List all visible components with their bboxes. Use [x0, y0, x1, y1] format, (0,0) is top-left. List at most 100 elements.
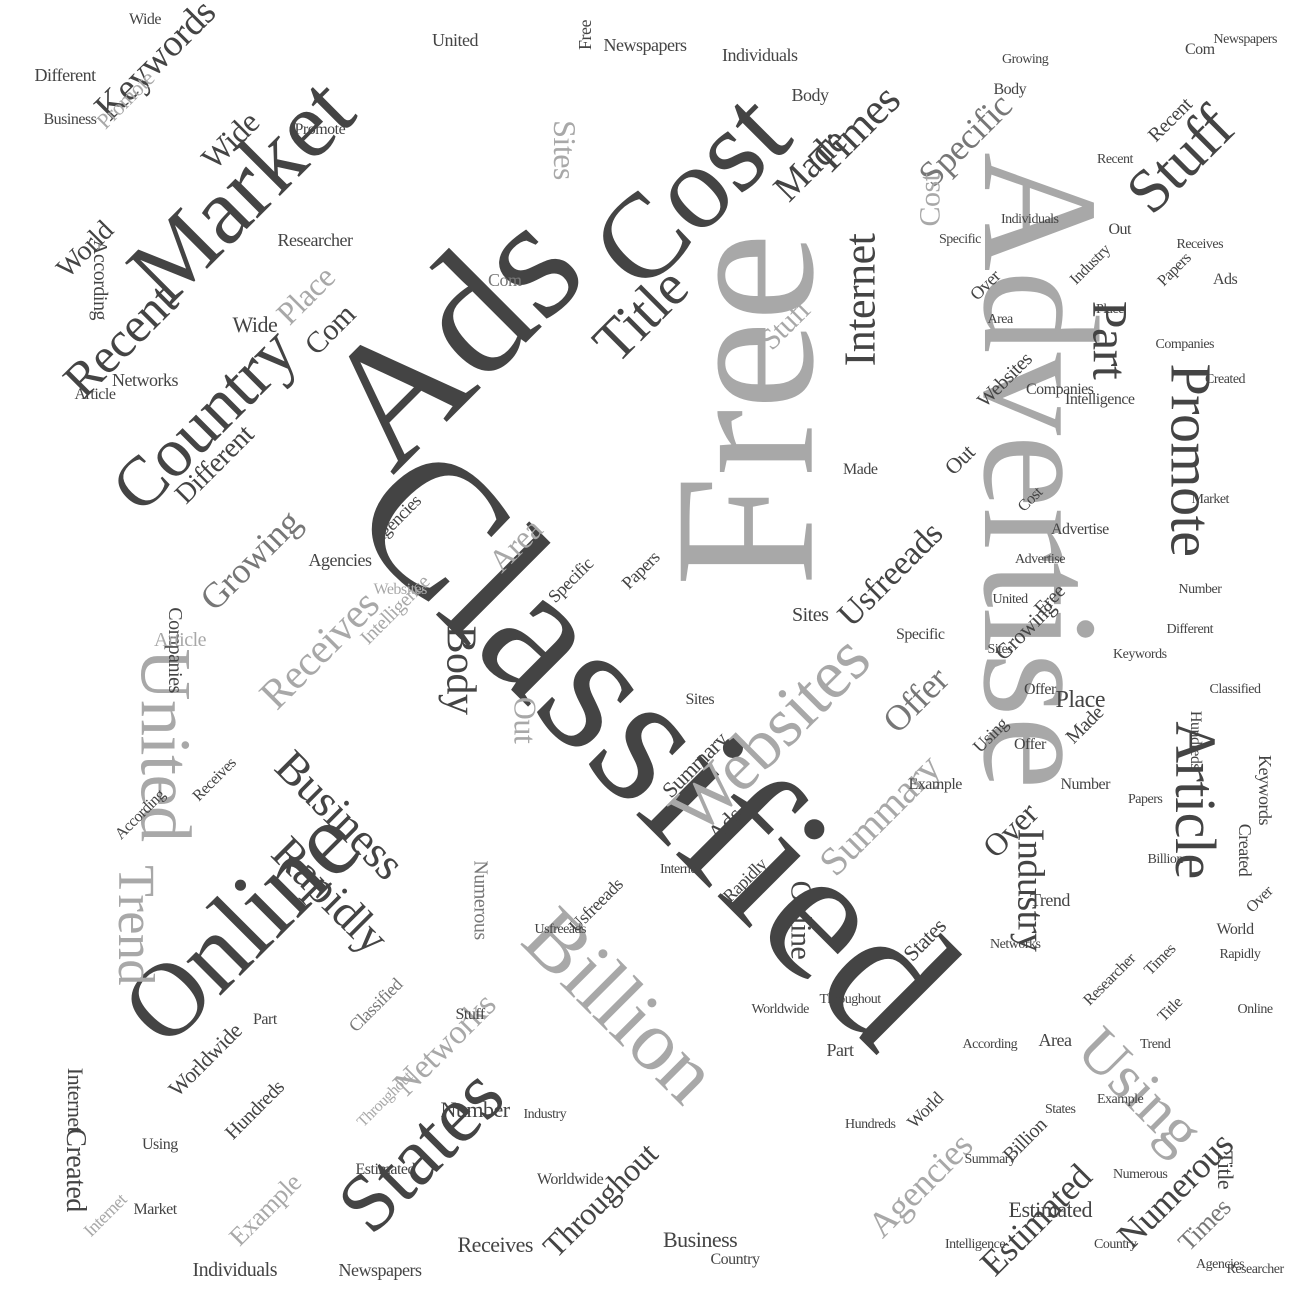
cloud-word: Classified: [344, 974, 406, 1036]
cloud-word: Keywords: [1113, 647, 1167, 662]
cloud-word: Stuff: [455, 1006, 486, 1023]
cloud-word: Individuals: [722, 45, 798, 65]
cloud-word: Networks: [112, 370, 179, 390]
cloud-word: Example: [222, 1167, 307, 1252]
cloud-word: Area: [1038, 1030, 1072, 1050]
cloud-word: Online: [1237, 1002, 1274, 1017]
cloud-word: Networks: [990, 937, 1041, 952]
cloud-word: Internet: [660, 862, 700, 877]
cloud-word: Keywords: [1255, 755, 1275, 825]
cloud-word: Number: [1178, 582, 1222, 597]
cloud-word: Hundreds: [845, 1117, 896, 1132]
cloud-word: Number: [440, 1097, 511, 1122]
cloud-word: Example: [908, 776, 963, 793]
cloud-word: Number: [1060, 776, 1111, 793]
cloud-word: Throughout: [819, 992, 882, 1007]
cloud-word: Example: [1097, 1092, 1144, 1107]
cloud-word: Sites: [792, 604, 829, 626]
cloud-word: Estimated: [1008, 1197, 1093, 1222]
cloud-word: Advertise: [1051, 521, 1109, 538]
cloud-word: Title: [1154, 994, 1186, 1026]
cloud-word: Specific: [939, 232, 981, 247]
cloud-word: Researcher: [1080, 950, 1140, 1010]
cloud-word: Trend: [106, 865, 164, 985]
cloud-word: Receives: [251, 581, 389, 719]
cloud-word: Over: [1243, 883, 1277, 917]
cloud-word: Usfreeads: [534, 922, 587, 937]
cloud-word: Growing: [1002, 52, 1049, 67]
cloud-word: According: [962, 1037, 1018, 1052]
cloud-word: Individuals: [192, 1259, 278, 1281]
cloud-word: Sites: [546, 120, 583, 180]
cloud-word: Agencies: [308, 550, 372, 570]
cloud-word: Offer: [1024, 681, 1056, 698]
cloud-word: Article: [154, 629, 207, 651]
cloud-word: Summary: [964, 1152, 1016, 1167]
cloud-word: Papers: [1128, 792, 1163, 807]
cloud-word: Recent: [1097, 152, 1133, 167]
cloud-word: Promote: [1158, 363, 1224, 557]
cloud-word: Papers: [1154, 249, 1195, 290]
cloud-word: Body: [993, 81, 1027, 98]
cloud-word: Sites: [685, 691, 715, 708]
cloud-word: Title: [1213, 1150, 1239, 1190]
cloud-word: Article: [74, 386, 116, 403]
cloud-word: Using: [142, 1136, 178, 1153]
cloud-word: Agencies: [859, 1124, 981, 1246]
cloud-word: Country: [710, 1251, 760, 1268]
cloud-word: Cost: [913, 173, 947, 227]
cloud-word: World: [1216, 921, 1255, 938]
cloud-word: Offer: [1014, 736, 1046, 753]
cloud-word: Area: [987, 312, 1014, 327]
cloud-word: Created: [1205, 372, 1246, 387]
cloud-word: Created: [59, 1128, 91, 1212]
cloud-word: Online: [783, 880, 817, 960]
cloud-word: Promote: [294, 121, 346, 138]
cloud-word: Body: [437, 625, 484, 715]
cloud-word: Out: [506, 696, 543, 744]
cloud-word: Agencies: [1196, 1257, 1245, 1272]
cloud-word: Country: [1094, 1237, 1137, 1252]
cloud-word: Sites: [987, 642, 1013, 657]
cloud-word: Internet: [834, 233, 884, 367]
cloud-word: Business: [663, 1227, 738, 1252]
cloud-word: Offer: [874, 659, 956, 741]
cloud-word: Advertise: [1015, 552, 1065, 567]
cloud-word: Place: [1096, 302, 1124, 317]
cloud-word: Worldwide: [537, 1171, 604, 1188]
cloud-word: Classified: [1209, 682, 1262, 697]
cloud-word: Part: [826, 1040, 855, 1060]
cloud-word: Different: [34, 65, 97, 85]
cloud-word: Hundreds: [221, 1076, 289, 1144]
cloud-word: Wide: [232, 312, 278, 337]
cloud-word: Out: [1108, 221, 1132, 238]
cloud-word: Industry: [523, 1107, 567, 1122]
cloud-word: Wide: [129, 11, 162, 28]
cloud-word: United: [432, 30, 479, 50]
cloud-word: States: [1045, 1102, 1076, 1117]
cloud-word: Specific: [896, 626, 945, 643]
cloud-word: Worldwide: [751, 1002, 810, 1017]
cloud-word: Estimated: [355, 1161, 416, 1178]
cloud-word: Newspapers: [1213, 32, 1278, 47]
cloud-word: Times: [1140, 940, 1179, 979]
cloud-word: Companies: [1026, 381, 1094, 398]
cloud-word: Part: [253, 1011, 277, 1028]
cloud-word: Newspapers: [603, 35, 687, 55]
cloud-word: Com: [1185, 41, 1215, 58]
cloud-word: Trend: [1030, 890, 1070, 910]
cloud-word: Intelligence: [1065, 391, 1135, 408]
cloud-word: Researcher: [1226, 1262, 1285, 1277]
cloud-word: Websites: [373, 581, 428, 598]
cloud-word: Hundreds: [1187, 710, 1205, 770]
cloud-word: Receives: [1176, 237, 1224, 252]
cloud-word: Intelligence: [945, 1237, 1006, 1252]
cloud-word: Different: [1166, 622, 1214, 637]
cloud-word: Created: [1235, 823, 1256, 877]
cloud-word: Body: [791, 85, 830, 105]
cloud-word: Companies: [1155, 337, 1215, 352]
cloud-word: Newspapers: [338, 1260, 422, 1280]
cloud-word: Com: [488, 270, 522, 290]
cloud-word: World: [903, 1088, 947, 1132]
cloud-word: Market: [133, 1201, 178, 1218]
